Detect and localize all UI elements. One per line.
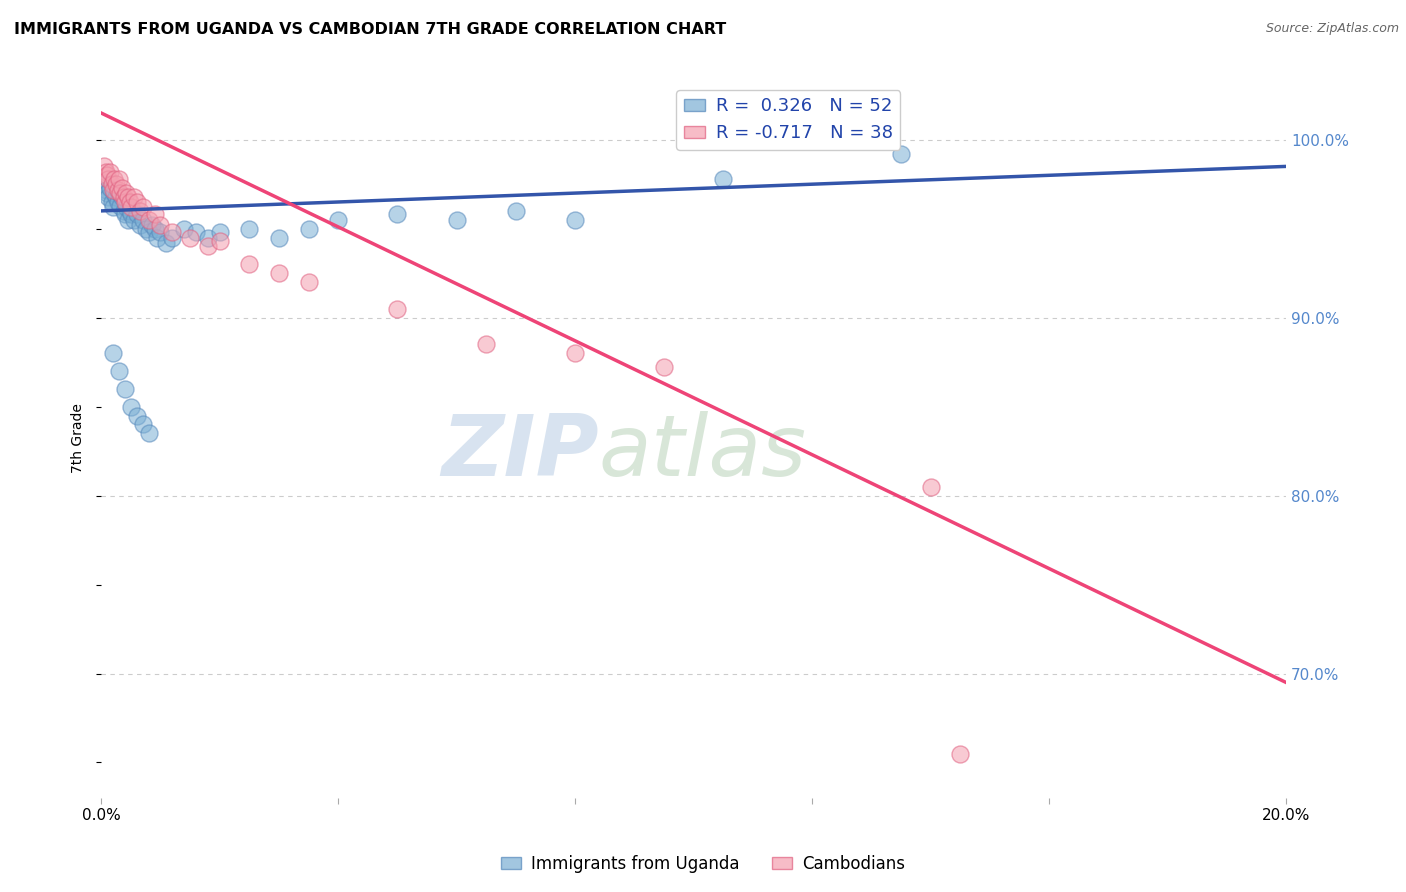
Point: [108, 198, 131, 212]
Point: [101, 346, 124, 360]
Point: [267, 266, 290, 280]
Point: [149, 218, 172, 232]
Point: [162, 225, 184, 239]
Text: ZIP: ZIP: [441, 410, 599, 493]
Point: [138, 212, 160, 227]
Point: [108, 186, 131, 200]
Point: [115, 200, 138, 214]
Point: [131, 200, 153, 214]
Point: [208, 225, 231, 239]
Point: [143, 207, 166, 221]
Point: [101, 194, 124, 209]
Point: [125, 207, 148, 221]
Point: [114, 207, 136, 221]
Point: [387, 207, 409, 221]
Point: [118, 203, 141, 218]
Point: [115, 186, 138, 200]
Point: [117, 189, 139, 203]
Point: [118, 194, 141, 209]
Point: [101, 200, 124, 214]
Point: [93, 178, 115, 192]
Point: [890, 147, 912, 161]
Point: [184, 225, 207, 239]
Point: [238, 221, 260, 235]
Point: [297, 275, 319, 289]
Point: [101, 182, 124, 196]
Point: [120, 400, 142, 414]
Point: [446, 212, 468, 227]
Point: [94, 182, 117, 196]
Point: [475, 337, 498, 351]
Point: [267, 230, 290, 244]
Point: [98, 180, 121, 194]
Point: [120, 200, 142, 214]
Point: [93, 160, 115, 174]
Point: [125, 194, 148, 209]
Point: [328, 212, 350, 227]
Point: [96, 169, 118, 183]
Point: [920, 480, 942, 494]
Point: [135, 221, 157, 235]
Point: [108, 364, 131, 378]
Point: [208, 234, 231, 248]
Point: [98, 165, 121, 179]
Point: [111, 189, 134, 203]
Point: [112, 203, 135, 218]
Point: [143, 221, 166, 235]
Point: [103, 186, 125, 200]
Point: [107, 194, 129, 209]
Text: atlas: atlas: [599, 410, 807, 493]
Point: [149, 225, 172, 239]
Point: [197, 230, 219, 244]
Point: [96, 186, 118, 200]
Point: [108, 172, 131, 186]
Point: [146, 230, 169, 244]
Legend: Immigrants from Uganda, Cambodians: Immigrants from Uganda, Cambodians: [494, 848, 912, 880]
Point: [97, 189, 120, 203]
Point: [155, 235, 177, 250]
Point: [387, 301, 409, 316]
Point: [122, 189, 145, 203]
Point: [120, 207, 142, 221]
Y-axis label: 7th Grade: 7th Grade: [72, 403, 86, 473]
Point: [505, 203, 527, 218]
Point: [105, 189, 128, 203]
Point: [114, 382, 136, 396]
Point: [128, 218, 150, 232]
Point: [94, 165, 117, 179]
Point: [564, 346, 586, 360]
Point: [107, 182, 129, 196]
Point: [117, 212, 139, 227]
Point: [173, 221, 195, 235]
Point: [179, 230, 201, 244]
Point: [128, 203, 150, 218]
Point: [162, 230, 184, 244]
Point: [238, 257, 260, 271]
Point: [131, 212, 153, 227]
Point: [564, 212, 586, 227]
Text: Source: ZipAtlas.com: Source: ZipAtlas.com: [1265, 22, 1399, 36]
Point: [297, 221, 319, 235]
Point: [97, 172, 120, 186]
Point: [111, 180, 134, 194]
Point: [138, 225, 160, 239]
Point: [112, 189, 135, 203]
Point: [103, 172, 125, 186]
Point: [105, 178, 128, 192]
Point: [197, 239, 219, 253]
Point: [141, 218, 163, 232]
Point: [108, 186, 131, 200]
Point: [711, 172, 734, 186]
Point: [652, 360, 675, 375]
Legend: R =  0.326   N = 52, R = -0.717   N = 38: R = 0.326 N = 52, R = -0.717 N = 38: [676, 90, 900, 150]
Text: IMMIGRANTS FROM UGANDA VS CAMBODIAN 7TH GRADE CORRELATION CHART: IMMIGRANTS FROM UGANDA VS CAMBODIAN 7TH …: [14, 22, 727, 37]
Point: [101, 178, 124, 192]
Point: [125, 409, 148, 423]
Point: [138, 426, 160, 441]
Point: [131, 417, 153, 432]
Point: [949, 747, 972, 761]
Point: [122, 212, 145, 227]
Point: [114, 194, 136, 209]
